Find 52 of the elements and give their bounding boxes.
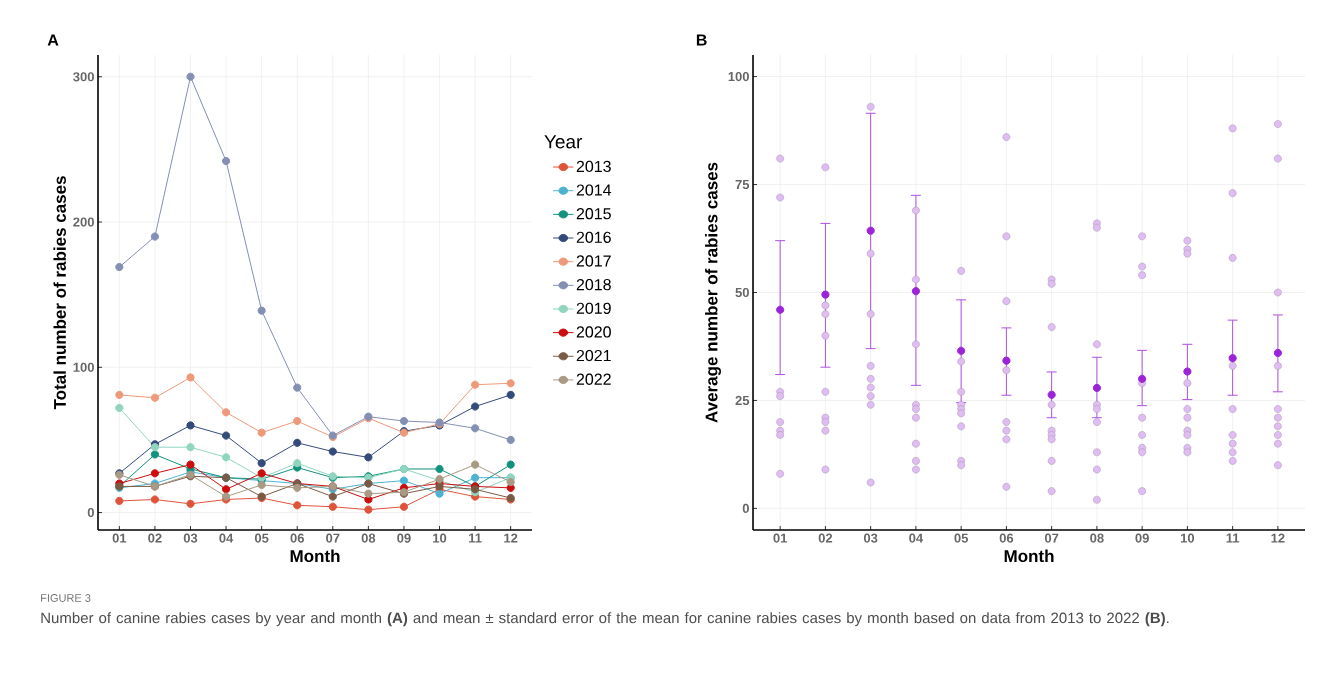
legend-label: 2018 [576, 278, 611, 291]
y-axis-title: Total number of rabies cases [53, 176, 66, 410]
legend-label: 2019 [576, 302, 611, 314]
x-tick-label: 10 [1180, 533, 1195, 543]
y-tick-label: 75 [735, 180, 750, 190]
x-tick-label: 04 [909, 533, 924, 543]
text: Number of canine rabies cases by year and month (A) and mean ± standard error of the mean for canine rabies cases by month based on data from 2013 to 2022 (B). [41, 612, 1169, 627]
x-tick-label: 05 [954, 533, 969, 543]
x-tick-label: 07 [326, 533, 340, 543]
x-tick-label: 06 [290, 533, 304, 543]
y-tick-label: 100 [728, 71, 749, 82]
x-tick-label: 11 [469, 533, 482, 543]
y-tick-label: 200 [73, 217, 94, 227]
x-tick-label: 06 [999, 533, 1014, 543]
x-tick-label: 02 [148, 533, 162, 543]
y-tick-label: 100 [73, 362, 94, 372]
x-tick-label: 08 [1090, 533, 1104, 543]
x-tick-label: 08 [361, 533, 376, 543]
x-tick-label: 09 [1135, 533, 1149, 543]
caption: FIGURE 3 [41, 594, 91, 602]
legend-label: 2021 [576, 349, 611, 362]
legend-label: 2017 [576, 255, 611, 267]
x-tick-label: 01 [773, 533, 788, 543]
y-tick-label: 25 [735, 395, 750, 406]
y-tick-label: 0 [742, 503, 749, 513]
legend-label: 2013 [576, 160, 611, 173]
x-tick-label: 12 [1271, 533, 1285, 543]
x-tick-label: 09 [397, 533, 411, 543]
x-tick-label: 01 [112, 533, 127, 543]
x-tick-label: 05 [254, 533, 269, 543]
x-axis-title: Month [1004, 549, 1054, 563]
y-tick-label: 300 [73, 72, 94, 82]
chart-title: A [47, 34, 59, 46]
legend-label: 2014 [576, 184, 612, 196]
x-tick-label: 11 [1226, 533, 1240, 543]
x-tick-label: 02 [818, 533, 833, 543]
x-tick-label: 10 [433, 533, 447, 543]
legend-title: Year [544, 135, 583, 149]
y-tick-label: 50 [735, 287, 749, 298]
x-axis-title: Month [290, 549, 340, 563]
x-tick-label: 03 [183, 533, 198, 543]
x-tick-label: 12 [504, 533, 518, 543]
legend-label: 2015 [576, 208, 611, 220]
legend-label: 2016 [576, 231, 611, 244]
legend-label: 2022 [576, 373, 611, 385]
y-axis-title: Average number of rabies cases [705, 162, 721, 423]
x-tick-label: 04 [219, 533, 234, 543]
y-tick-label: 0 [87, 507, 94, 518]
legend-label: 2020 [576, 326, 611, 338]
x-tick-label: 07 [1044, 533, 1059, 543]
x-tick-label: 03 [863, 533, 878, 543]
chart-title: B [696, 34, 707, 46]
